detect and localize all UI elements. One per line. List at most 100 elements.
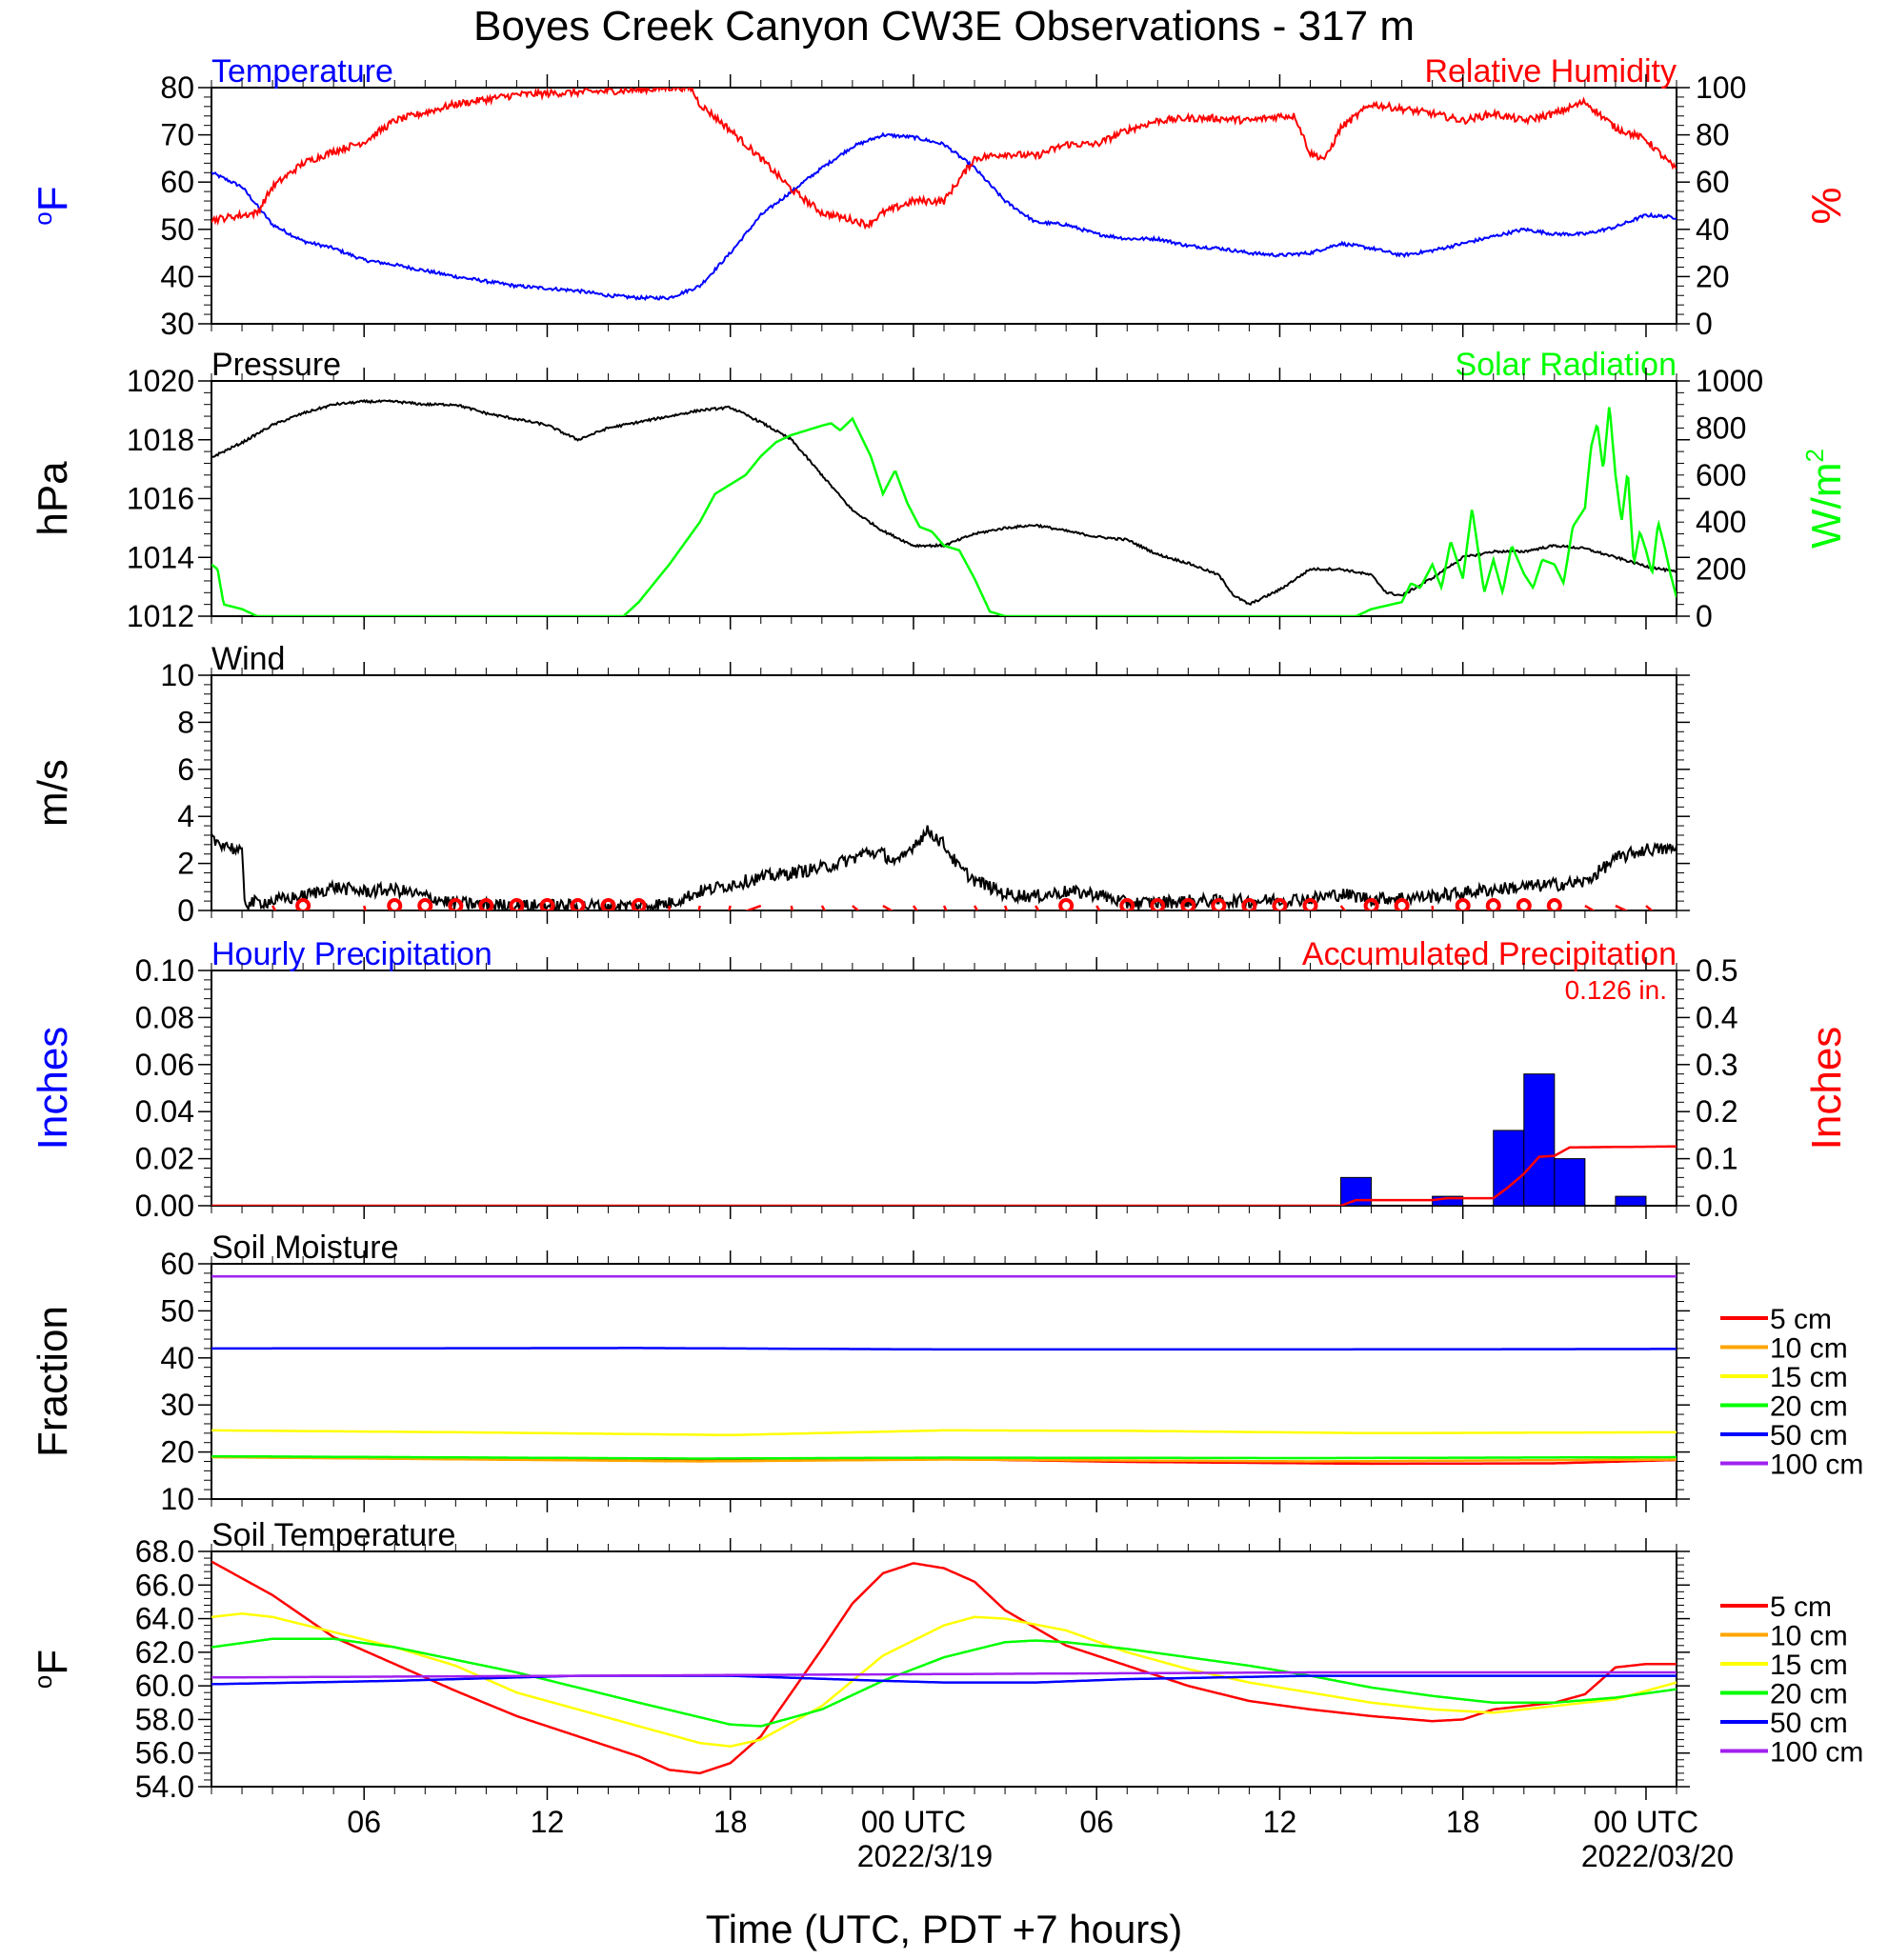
wind-barb (820, 905, 827, 910)
plot-area (211, 1073, 1677, 1206)
x-tick-label: 12 (1263, 1805, 1297, 1839)
degree-symbol: o (29, 1675, 57, 1689)
legend-label: 10 cm (1770, 1333, 1848, 1365)
y-tick-label-left: 1014 (127, 540, 194, 574)
x-date-label: 2022/3/19 (857, 1839, 993, 1873)
y-tick-label-left: 66.0 (135, 1568, 194, 1602)
y-tick-label-left: 40 (160, 259, 194, 293)
x-tick-label: 00 UTC (1594, 1805, 1698, 1839)
y-tick-label-left: 60.0 (135, 1669, 194, 1703)
y-tick-label-left: 4 (177, 799, 194, 833)
panel-frame (211, 380, 1677, 617)
panel-frame (211, 674, 1677, 911)
wind-barb (1034, 905, 1040, 910)
precip-bar (1523, 1073, 1556, 1206)
y-tick-label-right: 0.1 (1696, 1142, 1737, 1176)
y-tick-label-left: 60 (160, 165, 194, 199)
y-tick-label-right: 600 (1696, 458, 1746, 492)
calm-wind-marker (1302, 898, 1318, 910)
degree-symbol: o (29, 211, 57, 225)
y-tick-label-left: 10 (160, 1482, 194, 1516)
calm-wind-marker (600, 898, 616, 910)
panel-title-left: Soil Moisture (211, 1230, 399, 1266)
y-tick-label-left: 0.00 (135, 1189, 194, 1223)
calm-wind-marker (1363, 898, 1379, 910)
calm-wind-marker (1241, 898, 1257, 910)
panel-title-left: Temperature (211, 53, 393, 90)
panel-pres-solar: Pressure Solar Radiation 1012 1014 1016 1018 1… (30, 347, 1850, 633)
wind-barb (1584, 904, 1596, 910)
y-tick-label-left: 62.0 (135, 1635, 194, 1670)
precip-bar (1615, 1195, 1647, 1206)
x-axis-title: Time (UTC, PDT +7 hours) (706, 1907, 1183, 1951)
y-tick-label-right: 20 (1696, 259, 1730, 293)
y-axis-label-left: Fraction (30, 1306, 76, 1457)
y-tick-label-left: 60 (160, 1247, 194, 1281)
legend-label: 15 cm (1770, 1650, 1848, 1681)
y-axis-label-right: Inches (1803, 1027, 1850, 1150)
calm-wind-marker (1394, 898, 1410, 910)
wind-barb (1615, 904, 1629, 910)
wind-barb (973, 905, 979, 910)
legend-label: 100 cm (1770, 1737, 1863, 1769)
series-line (211, 88, 1677, 230)
calm-wind-marker (448, 898, 464, 910)
plot-area (211, 1275, 1677, 1466)
series-line (211, 1455, 1677, 1463)
calm-wind-marker (295, 898, 311, 910)
x-tick-label: 12 (531, 1805, 565, 1839)
panel-soil-temp: Soil Temperature54.056.058.060.062.064.0… (29, 1517, 1863, 1804)
figure-title: Boyes Creek Canyon CW3E Observations - 3… (473, 3, 1415, 50)
series-line (211, 1347, 1677, 1351)
x-tick-label: 18 (1446, 1805, 1480, 1839)
panel-frame (211, 1550, 1677, 1788)
x-tick-label: 06 (1079, 1805, 1114, 1839)
panel-frame (211, 970, 1677, 1207)
calm-wind-marker (570, 898, 586, 910)
panel-wind: Wind 0 2 4 6 8 10 m/s (30, 641, 1690, 928)
y-axis-label-right: W/m2 (1800, 449, 1850, 549)
unit-base: W/m (1803, 463, 1850, 549)
y-tick-label-left: 50 (160, 212, 194, 247)
calm-wind-marker (1546, 898, 1562, 910)
x-tick-label: 06 (347, 1805, 381, 1839)
unit-letter: F (30, 1650, 76, 1675)
calm-wind-marker (1058, 898, 1075, 910)
y-tick-label-right: 0.3 (1696, 1048, 1737, 1082)
y-tick-label-left: 0.06 (135, 1048, 194, 1082)
unit-exponent: 2 (1800, 449, 1829, 462)
y-tick-label-left: 0.02 (135, 1142, 194, 1176)
y-tick-label-left: 30 (160, 307, 194, 341)
x-tick-label: 00 UTC (861, 1805, 966, 1839)
plot-area (211, 825, 1677, 910)
y-tick-label-right: 400 (1696, 505, 1746, 539)
y-tick-label-left: 68.0 (135, 1534, 194, 1569)
y-tick-label-left: 0.10 (135, 953, 194, 988)
y-axis-label-left: hPa (30, 461, 76, 536)
y-tick-label-right: 0.2 (1696, 1094, 1737, 1129)
panels: Temperature Relative Humidity304050607080… (29, 53, 1863, 1804)
y-tick-label-right: 60 (1696, 165, 1730, 199)
legend-label: 100 cm (1770, 1450, 1863, 1481)
y-tick-label-left: 40 (160, 1341, 194, 1375)
calm-wind-marker (478, 898, 494, 910)
y-tick-label-right: 1000 (1696, 364, 1763, 398)
calm-wind-marker (539, 898, 555, 910)
series-line (211, 1670, 1677, 1679)
precip-bar (1340, 1176, 1373, 1206)
legend-label: 5 cm (1770, 1591, 1832, 1623)
panel-title-right: Accumulated Precipitation (1302, 936, 1677, 972)
y-tick-label-left: 80 (160, 70, 194, 105)
calm-wind-marker (387, 898, 403, 910)
series-line (211, 1560, 1677, 1775)
panel-title-left: Pressure (211, 347, 341, 383)
unit-letter: F (30, 186, 76, 211)
calm-wind-marker (1516, 898, 1532, 910)
y-tick-label-right: 100 (1696, 70, 1746, 105)
legend-label: 15 cm (1770, 1362, 1848, 1393)
legend-label: 50 cm (1770, 1420, 1848, 1451)
wind-barb (728, 905, 732, 910)
y-tick-label-right: 40 (1696, 212, 1730, 247)
